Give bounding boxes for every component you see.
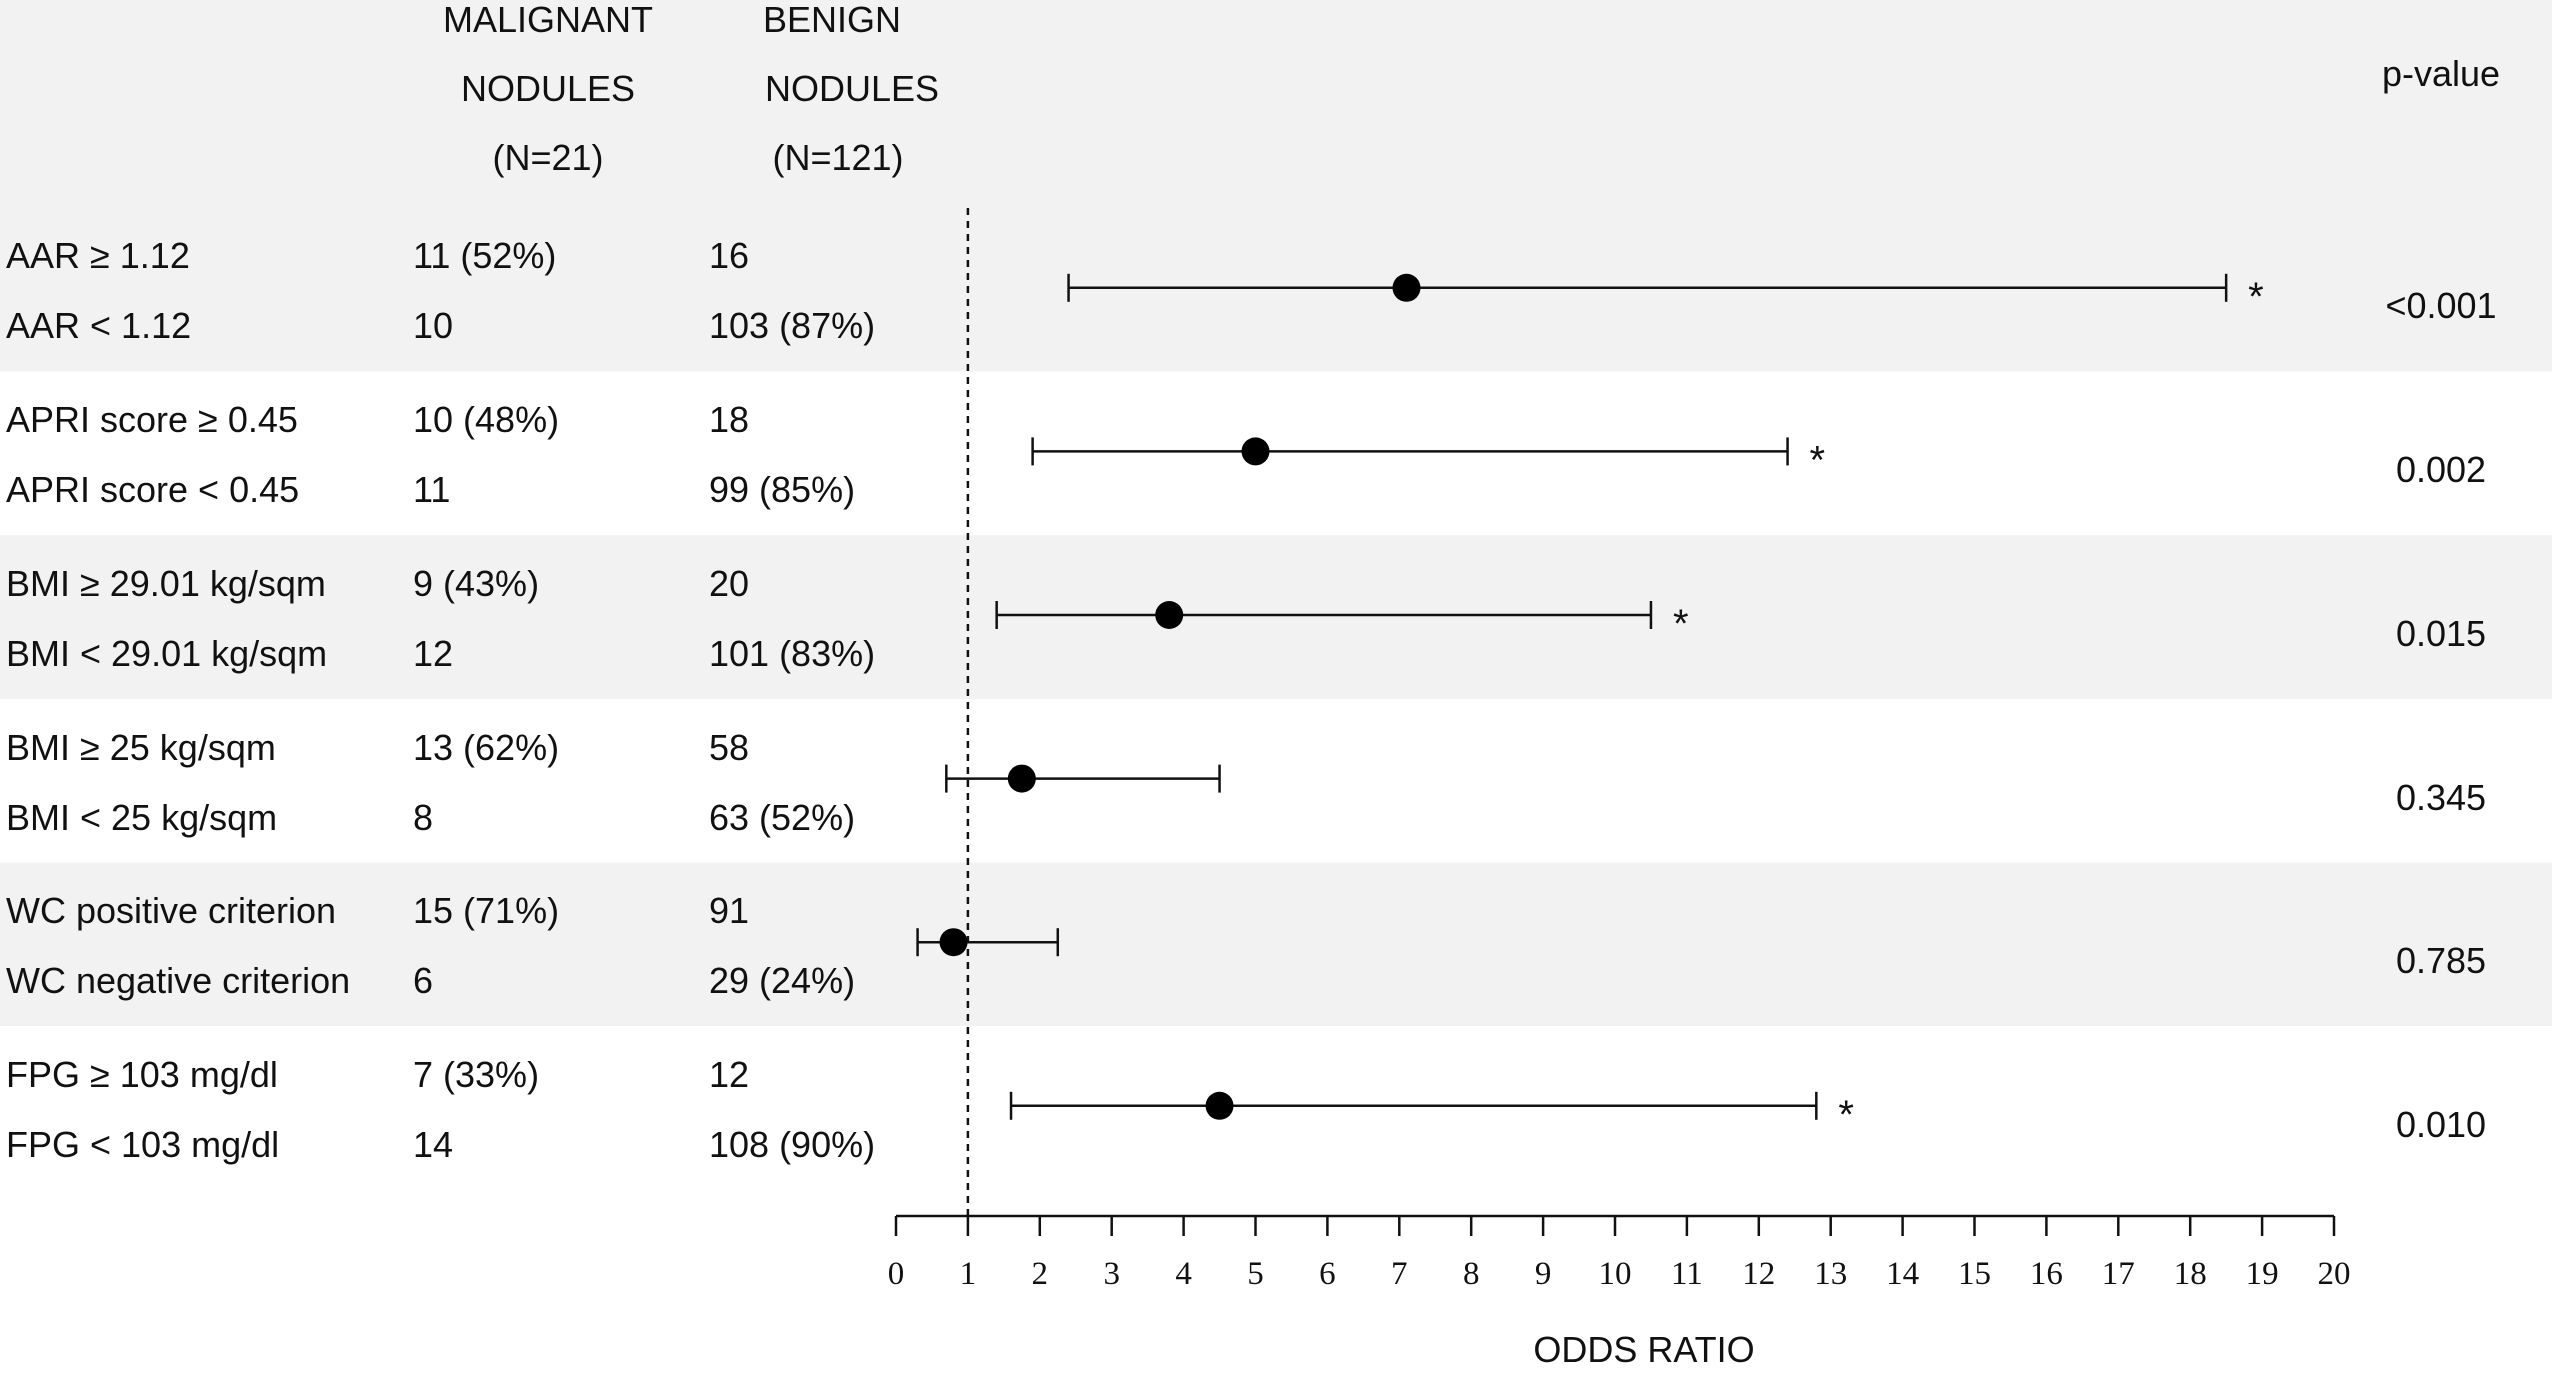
- row-pvalue: 0.002: [2396, 449, 2486, 490]
- row-pvalue: 0.010: [2396, 1104, 2486, 1145]
- malignant-count-high: 13 (62%): [413, 727, 559, 768]
- x-tick-label: 19: [2246, 1256, 2279, 1292]
- row-band: [0, 862, 2552, 1027]
- x-tick-label: 11: [1671, 1256, 1703, 1292]
- plot-area: * * * *: [916, 208, 2264, 1216]
- row-label-low: BMI < 25 kg/sqm: [6, 797, 277, 838]
- x-tick-label: 14: [1886, 1256, 1919, 1292]
- x-tick-label: 6: [1319, 1256, 1336, 1292]
- row-band: [0, 208, 2552, 373]
- odds-ratio-point: [1205, 1091, 1234, 1120]
- x-tick-label: 9: [1535, 1256, 1552, 1292]
- malignant-header-line1: MALIGNANT: [443, 0, 653, 40]
- x-tick-label: 12: [1742, 1256, 1775, 1292]
- significance-marker: *: [1673, 602, 1689, 646]
- x-tick-label: 13: [1814, 1256, 1847, 1292]
- x-tick-label: 0: [888, 1256, 905, 1292]
- row-label-low: FPG < 103 mg/dl: [6, 1124, 279, 1165]
- malignant-count-low: 12: [413, 633, 453, 674]
- row-pvalue: <0.001: [2385, 285, 2496, 326]
- x-tick-label: 7: [1391, 1256, 1408, 1292]
- x-tick-label: 16: [2030, 1256, 2063, 1292]
- x-axis: 0 1 2 3 4 5 6 7 8 9 10 11 12 13 14 15 16 17 18 19 20: [888, 1214, 2351, 1292]
- row-band: [0, 535, 2552, 700]
- benign-header-line2: NODULES: [765, 68, 939, 109]
- significance-marker: *: [2248, 275, 2264, 319]
- row-label-high: AAR ≥ 1.12: [6, 235, 190, 276]
- benign-count-low: 99 (85%): [709, 469, 855, 510]
- malignant-header-line2: NODULES: [461, 68, 635, 109]
- significance-marker: *: [1810, 438, 1826, 482]
- benign-count-high: 20: [709, 563, 749, 604]
- benign-count-low: 29 (24%): [709, 960, 855, 1001]
- benign-count-low: 103 (87%): [709, 305, 875, 346]
- benign-header-line3: (N=121): [772, 137, 903, 178]
- row-pvalue: 0.785: [2396, 940, 2486, 981]
- benign-header-line1: BENIGN: [763, 0, 901, 40]
- x-tick-label: 18: [2174, 1256, 2207, 1292]
- row-label-low: WC negative criterion: [6, 960, 350, 1001]
- malignant-count-high: 7 (33%): [413, 1054, 539, 1095]
- benign-count-high: 12: [709, 1054, 749, 1095]
- x-tick-label: 2: [1032, 1256, 1049, 1292]
- row-label-high: BMI ≥ 29.01 kg/sqm: [6, 563, 326, 604]
- odds-ratio-point: [1241, 437, 1270, 466]
- malignant-count-high: 9 (43%): [413, 563, 539, 604]
- row-label-high: FPG ≥ 103 mg/dl: [6, 1054, 278, 1095]
- row-label-low: APRI score < 0.45: [6, 469, 299, 510]
- row-band: [0, 371, 2552, 536]
- pvalue-header: p-value: [2382, 53, 2500, 94]
- x-tick-label: 17: [2102, 1256, 2135, 1292]
- row-label-high: BMI ≥ 25 kg/sqm: [6, 727, 276, 768]
- odds-ratio-point: [1392, 273, 1421, 302]
- row-bands: [0, 208, 2552, 1191]
- malignant-count-high: 15 (71%): [413, 890, 559, 931]
- row-label-high: WC positive criterion: [6, 890, 336, 931]
- benign-count-low: 63 (52%): [709, 797, 855, 838]
- x-tick-label: 8: [1463, 1256, 1480, 1292]
- malignant-header-line3: (N=21): [492, 137, 603, 178]
- odds-ratio-point: [1007, 764, 1036, 793]
- x-tick-label: 4: [1175, 1256, 1192, 1292]
- row-label-high: APRI score ≥ 0.45: [6, 399, 298, 440]
- row-band: [0, 1026, 2552, 1191]
- malignant-count-low: 10: [413, 305, 453, 346]
- benign-count-high: 16: [709, 235, 749, 276]
- benign-count-high: 18: [709, 399, 749, 440]
- significance-marker: *: [1838, 1093, 1854, 1137]
- odds-ratio-point: [939, 928, 968, 957]
- benign-count-low: 108 (90%): [709, 1124, 875, 1165]
- malignant-count-low: 11: [413, 469, 450, 510]
- x-tick-label: 5: [1247, 1256, 1264, 1292]
- row-label-low: AAR < 1.12: [6, 305, 191, 346]
- x-axis-label: ODDS RATIO: [1533, 1329, 1754, 1370]
- x-tick-label: 3: [1103, 1256, 1120, 1292]
- benign-count-high: 91: [709, 890, 749, 931]
- x-tick-label: 10: [1599, 1256, 1632, 1292]
- row-pvalue: 0.345: [2396, 777, 2486, 818]
- x-tick-label: 20: [2318, 1256, 2351, 1292]
- malignant-count-high: 10 (48%): [413, 399, 559, 440]
- malignant-count-low: 8: [413, 797, 433, 838]
- row-pvalue: 0.015: [2396, 613, 2486, 654]
- malignant-count-low: 14: [413, 1124, 453, 1165]
- header-band: [0, 0, 2552, 208]
- row-band: [0, 698, 2552, 863]
- x-tick-label: 1: [960, 1256, 977, 1292]
- benign-count-low: 101 (83%): [709, 633, 875, 674]
- malignant-count-low: 6: [413, 960, 433, 1001]
- x-tick-label: 15: [1958, 1256, 1991, 1292]
- benign-count-high: 58: [709, 727, 749, 768]
- malignant-count-high: 11 (52%): [413, 235, 556, 276]
- row-label-low: BMI < 29.01 kg/sqm: [6, 633, 327, 674]
- odds-ratio-point: [1155, 601, 1184, 629]
